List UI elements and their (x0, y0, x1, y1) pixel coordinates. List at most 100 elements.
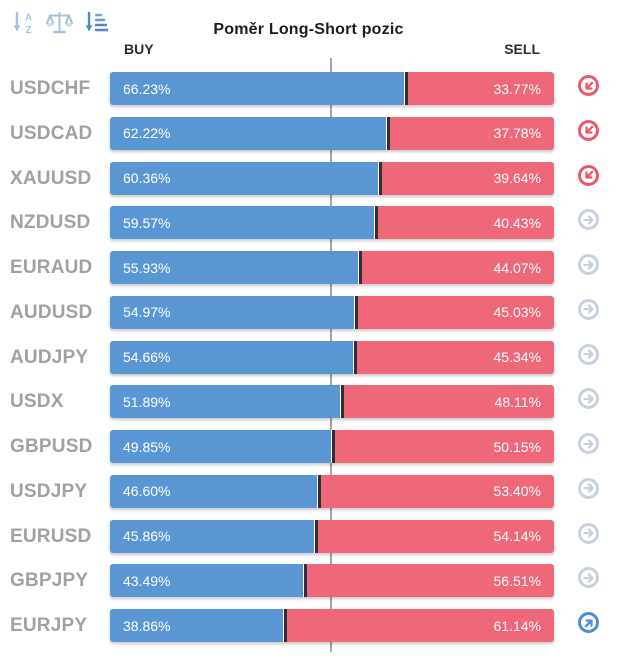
buy-percent-label: 62.22% (123, 125, 171, 142)
buy-percent-label: 51.89% (123, 393, 171, 410)
sell-percent-label: 54.14% (493, 528, 541, 544)
buy-segment: 54.97% (110, 295, 355, 329)
long-short-bar: 60.36% 39.64% (110, 161, 554, 195)
buy-segment: 62.22% (110, 116, 387, 150)
ratio-row: USDX 51.89% 48.11% (0, 385, 617, 419)
sell-segment: 37.78% (390, 116, 554, 150)
buy-signal-icon[interactable] (578, 612, 599, 633)
buy-percent-label: 38.86% (123, 617, 171, 634)
junction-line (316, 474, 321, 508)
junction-line (354, 295, 359, 329)
sell-segment: 53.40% (320, 474, 554, 508)
sell-segment: 54.14% (317, 519, 554, 553)
svg-text:Z: Z (25, 25, 31, 36)
pair-label: USDCHF (10, 78, 91, 99)
ratio-row: XAUUSD 60.36% 39.64% (0, 161, 617, 195)
sell-segment: 48.11% (344, 385, 554, 419)
buy-segment: 59.57% (110, 206, 375, 240)
neutral-signal-icon[interactable] (578, 209, 599, 231)
sort-toolbar: A Z (8, 9, 110, 37)
junction-line (386, 116, 391, 150)
sell-percent-label: 53.40% (493, 483, 541, 500)
long-short-bar: 55.93% 44.07% (110, 251, 554, 284)
neutral-signal-icon[interactable] (578, 388, 599, 410)
long-short-bar: 51.89% 48.11% (110, 385, 554, 419)
long-short-bar: 66.23% 33.77% (110, 72, 554, 105)
sell-segment: 61.14% (286, 609, 554, 642)
long-short-bar: 46.60% 53.40% (110, 474, 554, 508)
sell-signal-icon[interactable] (578, 164, 599, 186)
buy-percent-label: 59.57% (123, 214, 171, 231)
long-short-bar: 62.22% 37.78% (110, 116, 554, 150)
pair-label: AUDJPY (10, 346, 89, 368)
neutral-signal-icon[interactable] (578, 298, 599, 320)
pair-label: EURUSD (10, 525, 92, 547)
sell-percent-label: 50.15% (493, 438, 541, 455)
buy-segment: 66.23% (110, 72, 405, 105)
buy-segment: 43.49% (110, 564, 304, 598)
ratio-row: EURJPY 38.86% 61.14% (0, 609, 617, 642)
compare-scale-icon[interactable] (44, 9, 74, 37)
sort-alphabetical-icon[interactable]: A Z (8, 9, 38, 37)
junction-line (377, 161, 382, 195)
buy-percent-label: 66.23% (123, 80, 171, 97)
buy-segment: 45.86% (110, 519, 314, 553)
ratio-rows: USDCHF 66.23% 33.77% USDCAD 62.22% 37.78… (0, 72, 617, 654)
sell-percent-label: 39.64% (493, 170, 541, 186)
buy-percent-label: 54.66% (123, 349, 171, 365)
sell-segment: 44.07% (362, 251, 554, 284)
sell-signal-icon[interactable] (578, 75, 599, 96)
axis-labels: BUY SELL (110, 41, 554, 57)
sell-percent-label: 37.78% (493, 125, 541, 142)
neutral-signal-icon[interactable] (578, 254, 599, 275)
buy-segment: 38.86% (110, 609, 283, 642)
sell-segment: 50.15% (335, 430, 554, 463)
neutral-signal-icon[interactable] (578, 477, 599, 499)
pair-label: NZDUSD (10, 212, 91, 234)
buy-segment: 60.36% (110, 161, 378, 195)
buy-percent-label: 54.97% (123, 304, 171, 321)
ratio-row: NZDUSD 59.57% 40.43% (0, 206, 617, 240)
svg-text:A: A (25, 13, 32, 24)
long-short-bar: 43.49% 56.51% (110, 564, 554, 598)
junction-line (303, 564, 308, 598)
buy-percent-label: 60.36% (123, 170, 171, 186)
junction-line (313, 519, 318, 553)
sell-percent-label: 44.07% (493, 259, 541, 276)
ratio-row: EURUSD 45.86% 54.14% (0, 519, 617, 553)
sell-segment: 33.77% (408, 72, 554, 105)
ratio-row: GBPUSD 49.85% 50.15% (0, 430, 617, 463)
pair-label: XAUUSD (10, 167, 92, 189)
ratio-row: AUDUSD 54.97% 45.03% (0, 295, 617, 329)
buy-axis-label: BUY (124, 41, 154, 57)
buy-segment: 55.93% (110, 251, 359, 284)
long-short-bar: 49.85% 50.15% (110, 430, 554, 463)
pair-label: USDJPY (10, 480, 88, 502)
neutral-signal-icon[interactable] (578, 522, 599, 544)
sell-percent-label: 45.34% (493, 349, 541, 365)
buy-segment: 49.85% (110, 430, 332, 463)
long-short-bar: 59.57% 40.43% (110, 206, 554, 240)
pair-label: GBPUSD (10, 436, 93, 457)
sort-by-value-icon[interactable] (80, 9, 110, 37)
neutral-signal-icon[interactable] (578, 567, 599, 589)
buy-percent-label: 46.60% (123, 483, 171, 500)
sell-segment: 56.51% (307, 564, 554, 598)
long-short-bar: 54.97% 45.03% (110, 295, 554, 329)
sell-segment: 40.43% (378, 206, 554, 240)
neutral-signal-icon[interactable] (578, 433, 599, 454)
junction-line (282, 609, 287, 642)
sell-percent-label: 48.11% (494, 393, 541, 410)
sell-segment: 45.34% (356, 340, 554, 374)
neutral-signal-icon[interactable] (578, 343, 599, 365)
pair-label: EURAUD (10, 257, 93, 278)
buy-percent-label: 43.49% (123, 572, 171, 589)
junction-line (358, 251, 363, 284)
ratio-row: AUDJPY 54.66% 45.34% (0, 340, 617, 374)
sell-segment: 39.64% (381, 161, 554, 195)
sell-signal-icon[interactable] (578, 119, 599, 141)
long-short-bar: 45.86% 54.14% (110, 519, 554, 553)
sell-axis-label: SELL (504, 41, 540, 57)
ratio-row: GBPJPY 43.49% 56.51% (0, 564, 617, 598)
